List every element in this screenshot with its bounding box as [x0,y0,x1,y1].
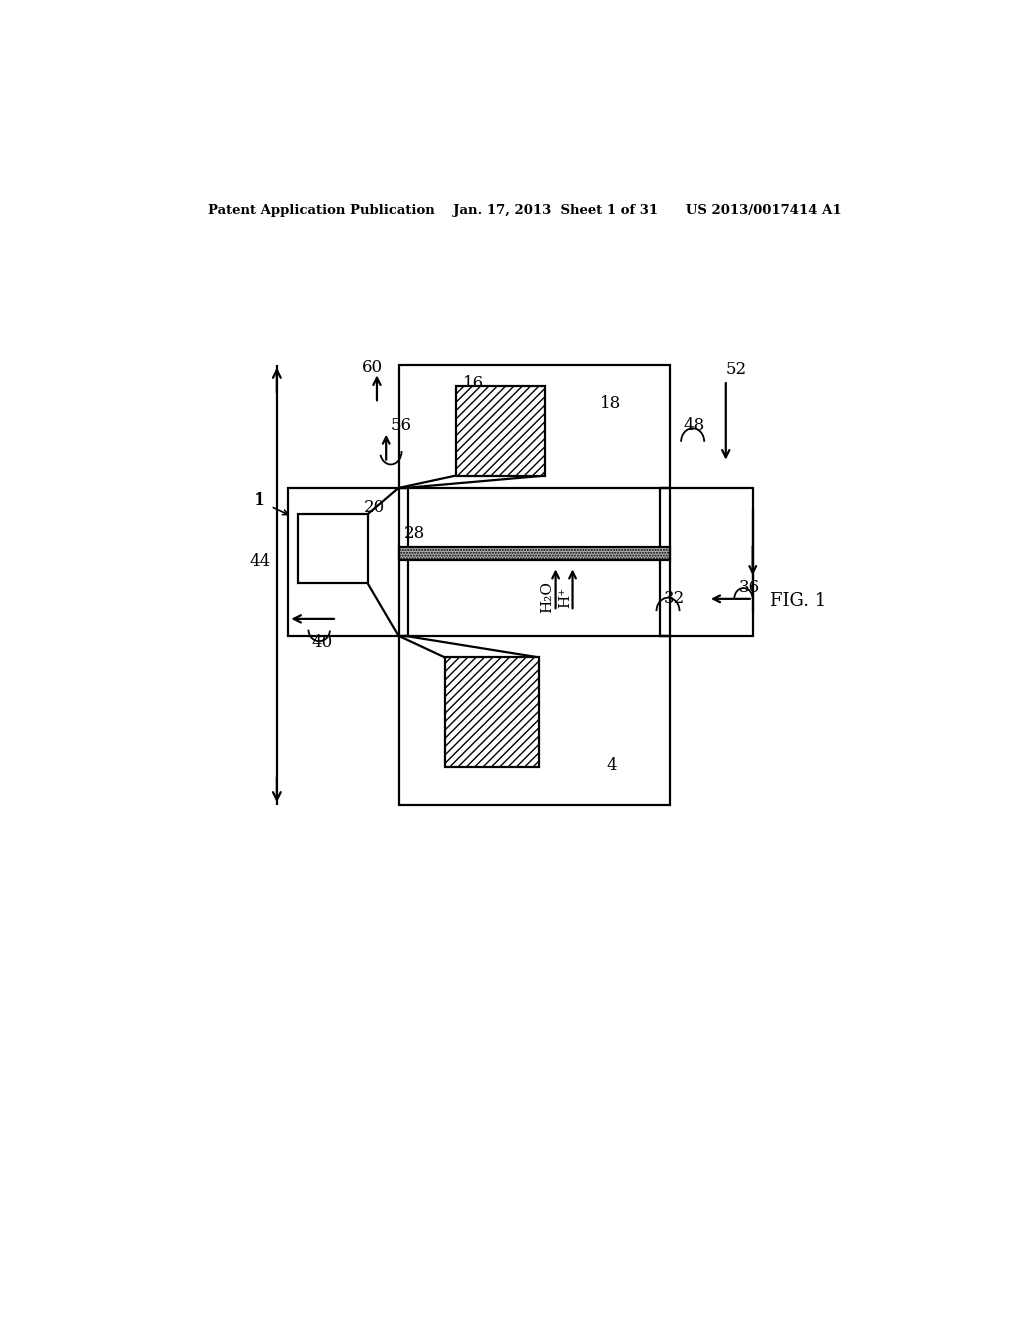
Text: 16: 16 [463,375,484,392]
Text: 40: 40 [311,634,333,651]
Text: H₂O: H₂O [540,581,554,614]
Bar [660,488,753,636]
Text: 20: 20 [364,499,385,516]
Text: 12: 12 [451,754,471,771]
Bar [298,515,368,583]
Bar [398,548,670,561]
Bar [456,385,545,475]
Text: 18: 18 [600,396,622,412]
Text: Patent Application Publication    Jan. 17, 2013  Sheet 1 of 31      US 2013/0017: Patent Application Publication Jan. 17, … [208,205,842,218]
Text: 56: 56 [391,417,412,434]
Bar [398,636,670,805]
Bar [398,364,670,488]
Text: 52: 52 [726,360,746,378]
Text: 1: 1 [255,492,266,508]
Bar [444,657,539,767]
Text: 24: 24 [319,539,340,554]
Text: FIG. 1: FIG. 1 [770,593,826,610]
Text: 36: 36 [739,578,760,595]
Bar [289,488,408,636]
Text: 4: 4 [606,758,617,775]
Text: 32: 32 [664,590,685,607]
Text: 44: 44 [250,553,271,570]
Text: 28: 28 [403,525,425,543]
Text: 1: 1 [254,492,264,508]
Text: H⁺: H⁺ [559,586,572,609]
Text: 48: 48 [683,417,705,434]
Text: 60: 60 [361,359,383,376]
